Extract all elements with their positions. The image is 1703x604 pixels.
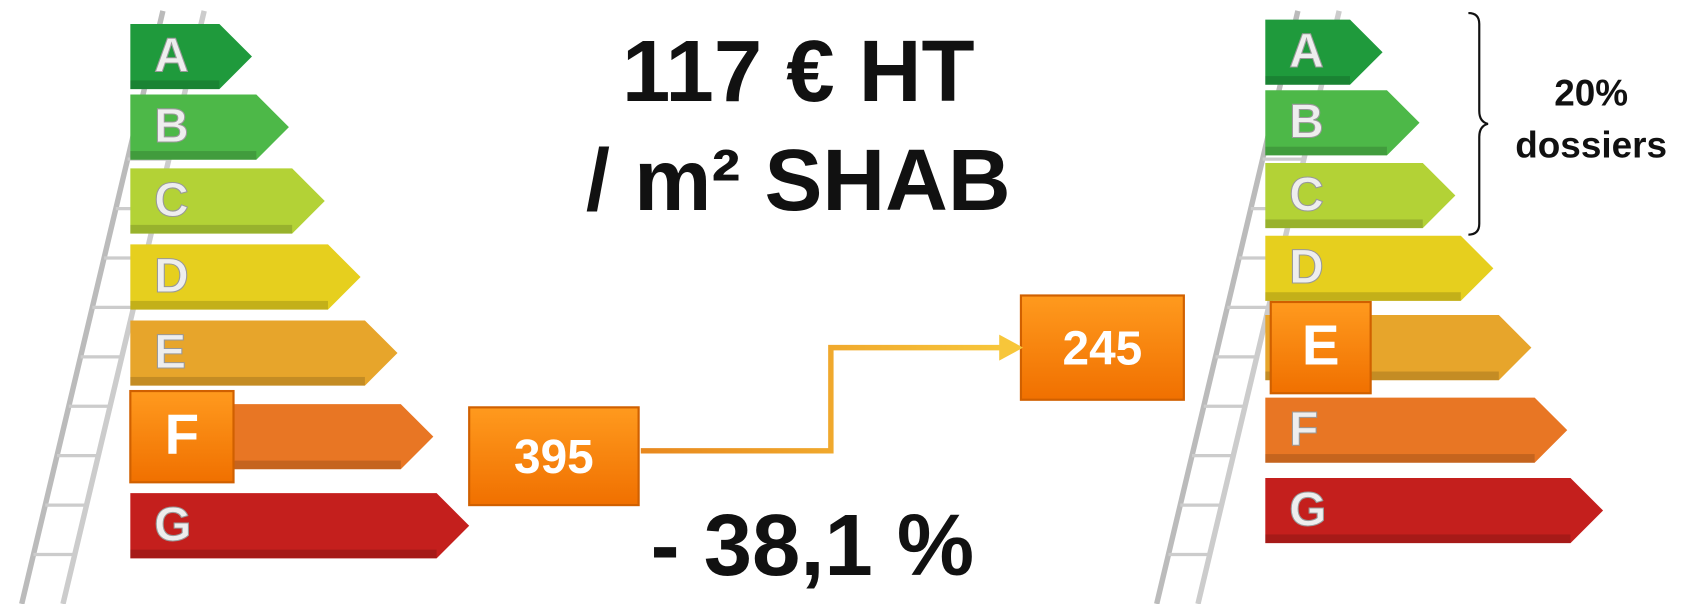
energy-bar [1265,20,1382,85]
value-label: 395 [514,431,594,484]
headline-line2: / m² SHAB [586,132,1011,229]
energy-bar-shade [130,151,256,160]
energy-class-label: G [1289,483,1326,536]
current-class-label: E [1302,314,1340,377]
energy-bar [130,24,252,89]
current-class-label: F [165,403,200,466]
value-label: 245 [1063,323,1143,376]
arrow-head [999,335,1023,361]
energy-class-label: B [1289,96,1324,149]
bracket [1468,13,1488,235]
energy-class-label: G [154,499,191,552]
bracket-label: 20% [1554,72,1628,113]
energy-class-label: A [1289,25,1324,78]
headline-line1: 117 € HT [622,23,975,120]
bracket-label: dossiers [1515,125,1667,166]
energy-class-label: F [1289,403,1318,456]
energy-class-label: E [154,326,186,379]
energy-class-label: C [1289,168,1324,221]
arrow [641,348,1002,451]
energy-class-label: B [154,100,189,153]
energy-bar-shade [1265,147,1387,156]
energy-class-label: A [154,29,189,82]
infographic: ABCDEGFABCDFGE395245117 € HT / m² SHAB -… [0,0,1703,604]
energy-class-label: D [1289,241,1324,294]
energy-class-label: D [154,250,189,303]
change-label: - 38,1 % [651,497,975,594]
energy-class-label: C [154,174,189,227]
